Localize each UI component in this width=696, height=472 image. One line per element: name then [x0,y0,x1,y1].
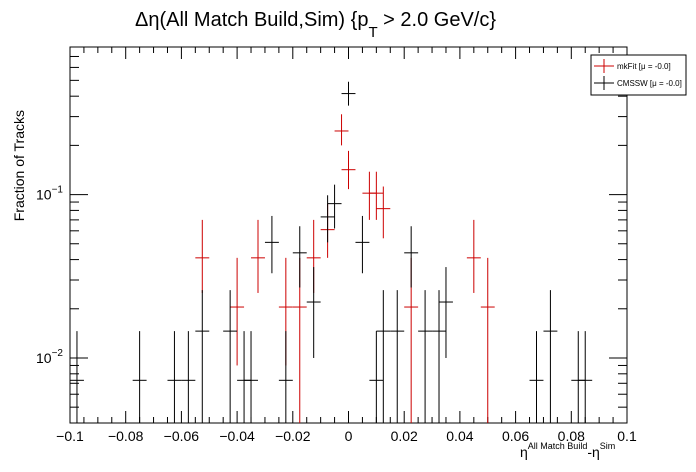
x-tick-label: −0.1 [56,428,84,444]
y-tick-label: 10−1 [36,185,63,203]
data-point [404,226,419,288]
data-point [320,195,335,243]
data-point [230,257,245,366]
data-point [306,267,321,358]
data-point [167,331,182,423]
series-cmssw [70,81,593,423]
data-point [223,290,238,423]
legend-entry: mkFit [μ = -0.0] [594,59,671,73]
data-point [181,331,196,423]
data-point [432,290,446,423]
x-tick-label: 0.02 [391,428,418,444]
data-point [480,257,495,423]
data-point [195,219,210,293]
data-point [355,215,370,274]
x-tick-label: 0.08 [558,428,585,444]
y-tick-label: 10−2 [36,348,63,366]
data-point [334,114,349,146]
data-point [390,290,405,423]
data-point [251,219,265,293]
data-point [578,331,593,423]
data-point [244,331,258,423]
data-point [529,331,544,423]
legend-box [590,54,687,96]
legend-label: CMSSW [μ = -0.0] [617,79,682,88]
x-tick-label: −0.02 [275,428,311,444]
legend-label: mkFit [μ = -0.0] [617,62,671,71]
data-point [466,219,481,293]
x-tick-label: 0.04 [446,428,473,444]
data-point [369,171,384,220]
data-point [327,184,342,229]
legend-entries: mkFit [μ = -0.0] CMSSW [μ = -0.0] [594,59,682,90]
x-axis-label: ηAll Match Build-ηSim [520,441,615,460]
data-point [264,215,279,274]
legend-entry: CMSSW [μ = -0.0] [594,76,682,90]
x-tick-label: 0.1 [617,428,637,444]
data-point [376,186,391,239]
x-tick-label: −0.06 [164,428,200,444]
data-point [292,226,307,288]
data-series [70,81,593,423]
legend: mkFit [μ = -0.0] CMSSW [μ = -0.0] [590,54,687,96]
x-tick-label: 0 [345,428,353,444]
data-point [376,290,391,423]
chart-title: Δη(All Match Build,Sim) {pT > 2.0 GeV/c} [135,9,496,41]
data-point [369,331,384,423]
axes: −0.1 −0.08 −0.06 −0.04 −0.02 0 0.02 0.04 0.06 0.0… [36,46,637,444]
data-point [278,331,293,423]
data-point [418,290,433,423]
x-tick-label: −0.08 [108,428,144,444]
data-point [543,290,558,423]
data-point [341,81,356,106]
data-point [132,331,147,423]
x-tick-label: 0.06 [502,428,529,444]
data-point [195,290,210,423]
data-point [341,150,356,190]
x-tick-label: −0.04 [219,428,255,444]
y-axis-label: Fraction of Tracks [11,110,27,221]
data-point [439,267,453,358]
data-point [70,331,84,423]
